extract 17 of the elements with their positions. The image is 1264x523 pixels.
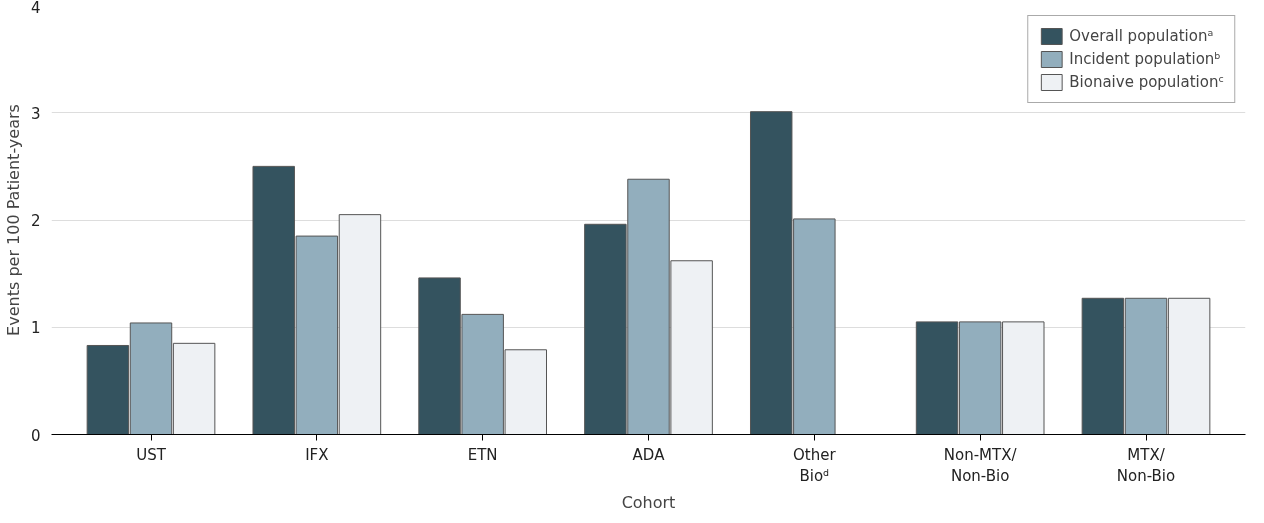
x-tick-label: Other Bioᵈ [793,445,837,486]
y-axis-title: Events per 100 Patient-years [3,104,23,336]
x-tick-label: IFX [305,445,329,464]
legend-label: Incident populationᵇ [1069,50,1221,68]
x-axis-title: Cohort [621,493,676,513]
y-tick-label: 3 [30,104,41,123]
x-tick-label: ETN [467,445,498,464]
x-tick-label: ADA [632,445,666,464]
y-tick-label: 4 [30,0,41,17]
legend-label: Overall populationᵃ [1069,27,1214,45]
x-tick-label: MTX/ Non-Bio [1116,445,1176,486]
x-tick-label: Non-MTX/ Non-Bio [943,445,1018,486]
x-tick-label: UST [136,445,167,464]
y-tick-label: 0 [30,426,41,445]
y-tick-label: 2 [30,212,41,230]
legend-label: Bionaive populationᶜ [1069,73,1224,91]
y-tick-label: 1 [30,319,41,338]
